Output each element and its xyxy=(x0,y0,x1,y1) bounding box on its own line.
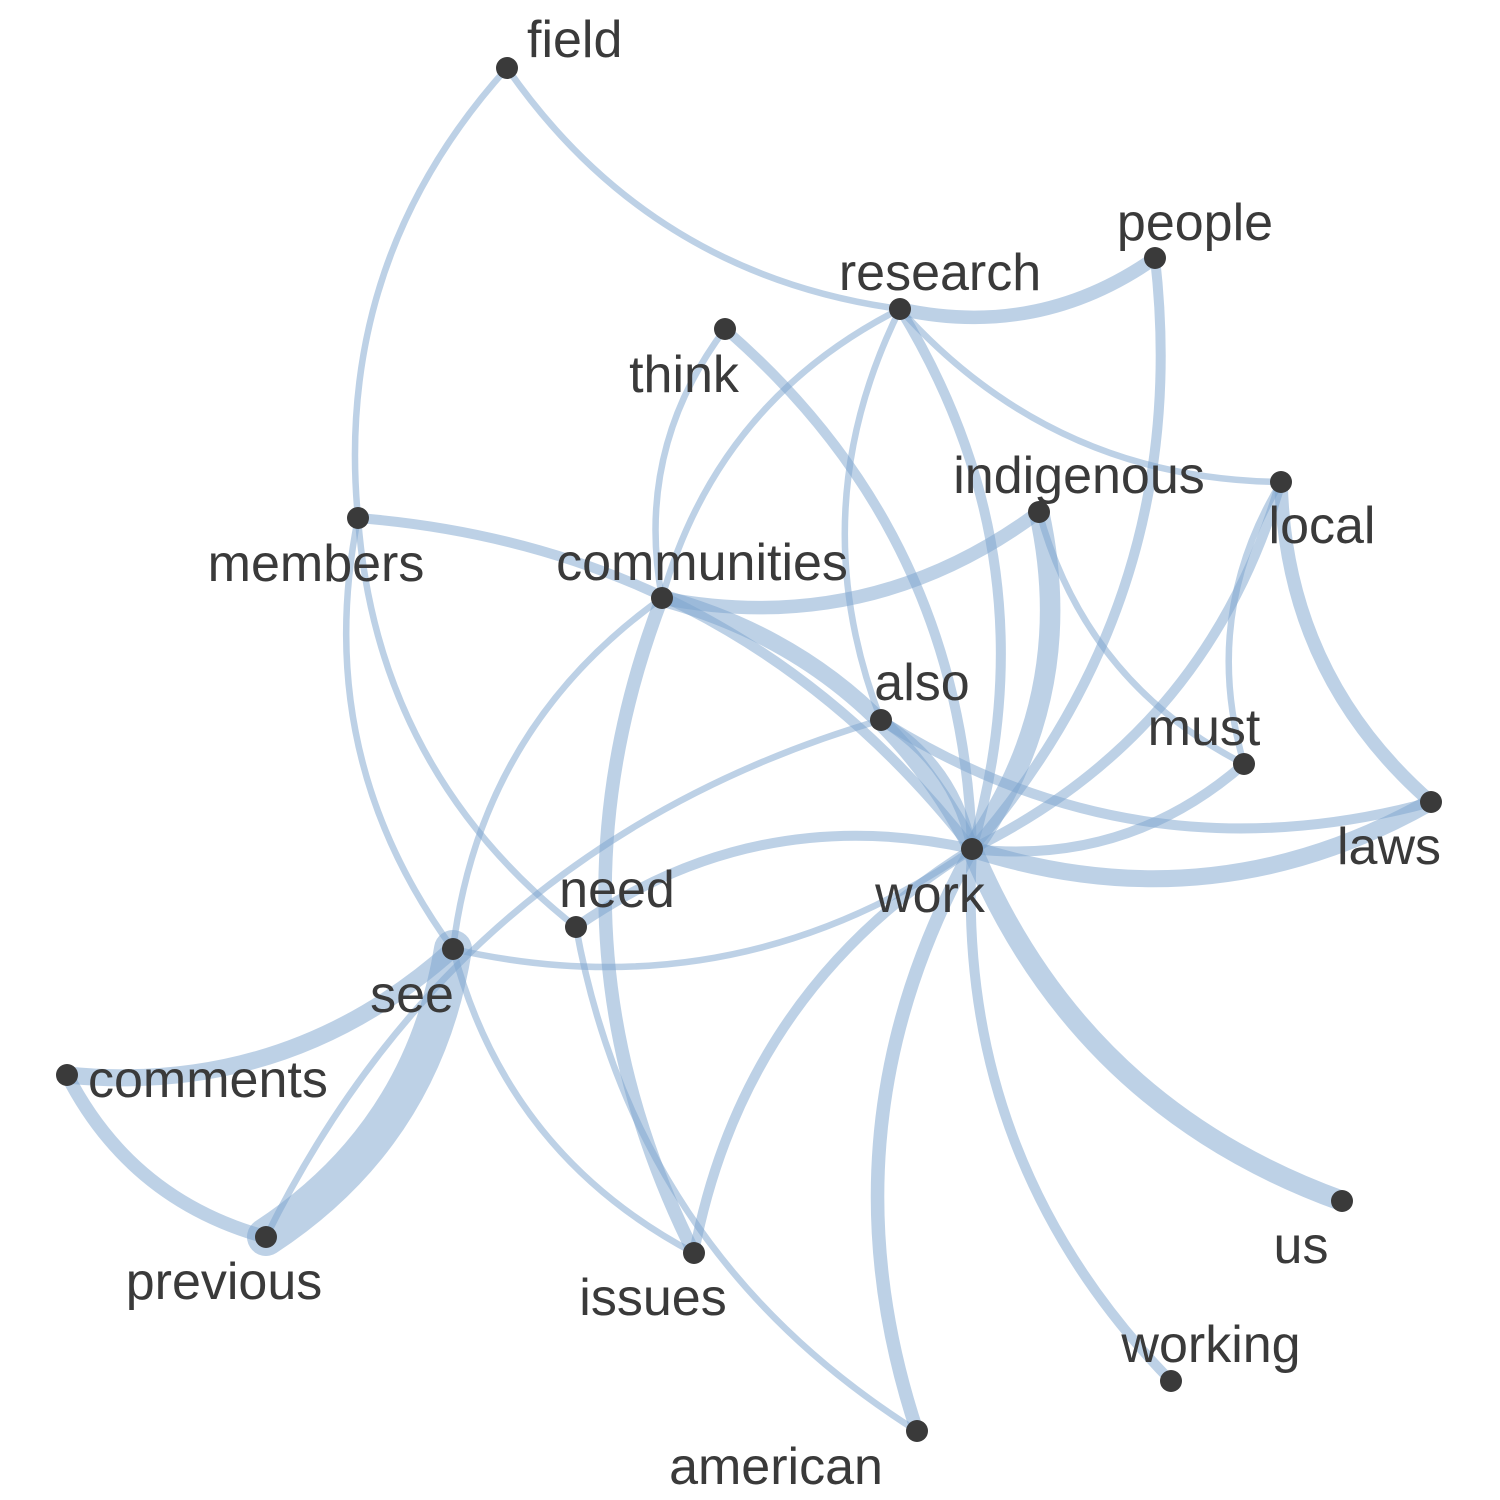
node-american xyxy=(906,1420,928,1442)
edge-research-people xyxy=(893,251,1162,325)
edge-work-indigenous xyxy=(961,501,1061,860)
edge-research-local xyxy=(896,305,1285,486)
edge-indigenous-must xyxy=(1035,508,1248,768)
node-local xyxy=(1270,471,1292,493)
edge-members-need xyxy=(354,514,580,931)
edge-communities-issues xyxy=(598,591,701,1260)
node-label-see: see xyxy=(370,966,454,1024)
edge-layer xyxy=(58,64,1440,1438)
node-see xyxy=(442,938,464,960)
node-field xyxy=(496,57,518,79)
node-label-comments: comments xyxy=(88,1051,328,1109)
node-label-us: us xyxy=(1274,1217,1329,1275)
edge-members-see xyxy=(343,514,457,953)
node-people xyxy=(1144,247,1166,269)
node-layer xyxy=(56,57,1442,1442)
node-research xyxy=(889,298,911,320)
edge-previous-see xyxy=(247,930,472,1256)
node-label-also: also xyxy=(874,654,969,712)
node-label-people: people xyxy=(1117,194,1273,252)
edge-think-communities xyxy=(652,325,729,602)
node-members xyxy=(347,507,369,529)
edge-work-laws xyxy=(963,793,1440,888)
node-working xyxy=(1160,1370,1182,1392)
node-issues xyxy=(683,1242,705,1264)
node-comments xyxy=(56,1064,78,1086)
node-indigenous xyxy=(1028,501,1050,523)
edge-work-working xyxy=(965,844,1176,1386)
node-previous xyxy=(255,1226,277,1248)
node-think xyxy=(714,318,736,340)
edge-local-laws xyxy=(1274,475,1438,809)
edge-see-issues xyxy=(449,945,698,1257)
edge-see-work xyxy=(449,845,976,971)
edge-work-research xyxy=(895,304,1006,854)
edge-need-american xyxy=(572,923,921,1435)
node-label-think: think xyxy=(629,346,740,404)
node-need xyxy=(565,916,587,938)
node-label-communities: communities xyxy=(556,534,848,592)
edge-comments-see xyxy=(58,940,462,1087)
edge-work-need xyxy=(571,830,977,932)
edge-work-issues xyxy=(689,844,977,1258)
node-label-local: local xyxy=(1269,497,1376,555)
node-us xyxy=(1331,1190,1353,1212)
node-label-issues: issues xyxy=(579,1269,726,1327)
node-label-american: american xyxy=(669,1438,883,1496)
edge-field-research xyxy=(503,64,904,313)
node-label-laws: laws xyxy=(1337,818,1441,876)
edge-research-also xyxy=(841,305,904,724)
node-laws xyxy=(1420,791,1442,813)
node-label-must: must xyxy=(1148,699,1261,757)
edge-comments-previous xyxy=(60,1068,273,1244)
edge-work-local xyxy=(967,477,1286,854)
edge-communities-see xyxy=(449,594,666,953)
edge-local-must xyxy=(1225,478,1285,768)
node-label-previous: previous xyxy=(126,1253,323,1311)
edge-work-us xyxy=(961,838,1353,1212)
edge-also-previous xyxy=(262,716,885,1241)
node-also xyxy=(870,709,892,731)
edge-field-members xyxy=(351,64,511,522)
node-label-need: need xyxy=(559,861,675,919)
node-communities xyxy=(651,587,673,609)
edge-work-people xyxy=(967,253,1166,854)
edge-also-laws xyxy=(876,715,1436,834)
edge-work-american xyxy=(870,842,979,1438)
node-label-working: working xyxy=(1120,1316,1300,1374)
node-label-research: research xyxy=(839,244,1041,302)
node-work xyxy=(961,838,983,860)
node-label-work: work xyxy=(874,866,986,924)
node-label-indigenous: indigenous xyxy=(953,447,1205,505)
label-layer: field people research think indigenous local m… xyxy=(88,11,1441,1496)
node-must xyxy=(1233,753,1255,775)
edge-work-communities xyxy=(653,589,981,858)
edge-work-members xyxy=(353,513,977,854)
node-label-field: field xyxy=(527,11,622,69)
edge-work-must xyxy=(967,759,1249,857)
edge-research-communities xyxy=(658,305,904,602)
node-label-members: members xyxy=(208,535,425,593)
